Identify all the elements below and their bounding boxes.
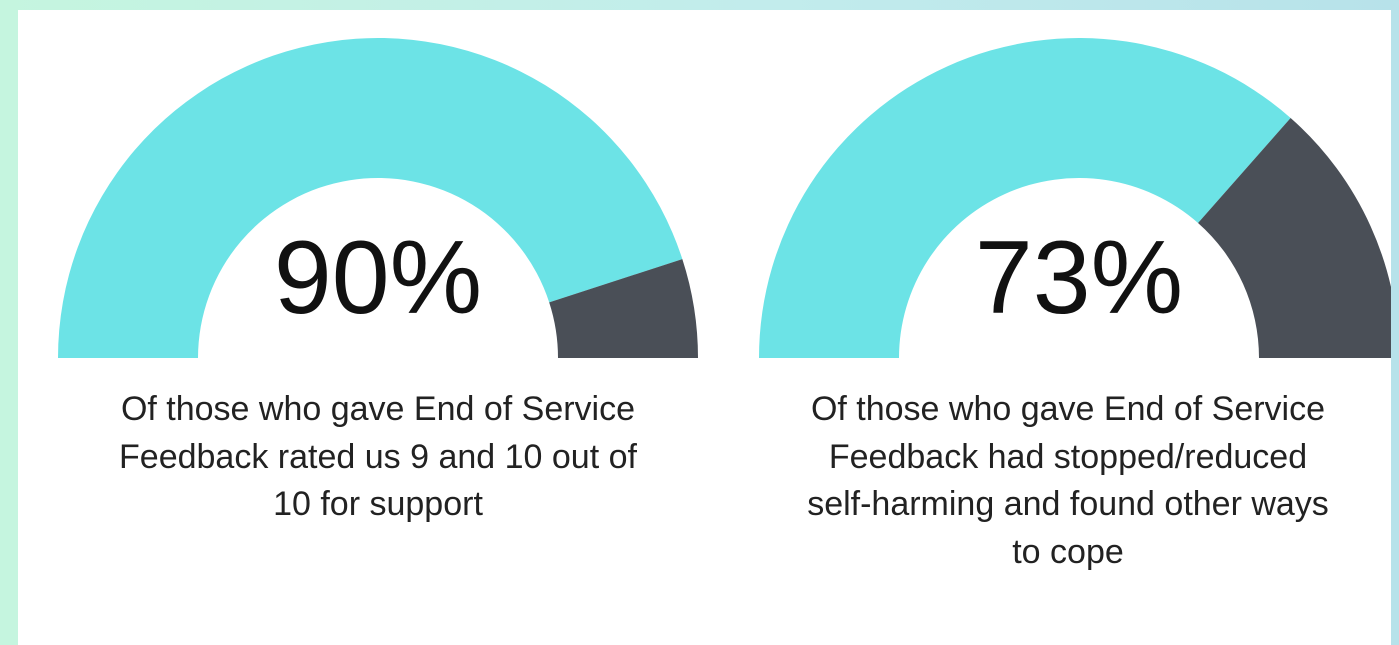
gauge-2-caption-line: Feedback had stopped/reduced: [828, 437, 1308, 476]
gauge-2-caption-line: self-harming and found other ways: [807, 485, 1329, 524]
gauge-2-filled-arc: [759, 37, 1291, 359]
gauge-1-caption-line: Feedback rated us 9 and 10 out of: [119, 437, 637, 476]
gauge-1-filled-arc: [58, 38, 683, 358]
gauge-2-caption-line: to cope: [1012, 532, 1124, 571]
gauge-1-caption-line: 10 for support: [273, 485, 483, 524]
gauge-2-remaining-arc: [1198, 117, 1391, 358]
gauges-canvas: [58, 37, 1391, 359]
gauge-1-value-label: 90%: [273, 220, 483, 336]
infographic-card: 90% 73% Of those who gave End of Service…: [18, 10, 1391, 645]
gauge-1: [58, 38, 698, 358]
gauge-2-value-label: 73%: [974, 220, 1184, 336]
gauge-1-remaining-arc: [549, 259, 698, 358]
gauge-1-caption-line: Of those who gave End of Service: [120, 390, 636, 428]
gauge-2-caption: Of those who gave End of Service Feedbac…: [745, 386, 1391, 576]
gauge-1-caption: Of those who gave End of Service Feedbac…: [48, 386, 708, 529]
gauge-2: [759, 37, 1391, 359]
gauge-2-caption-line: Of those who gave End of Service: [810, 390, 1326, 428]
